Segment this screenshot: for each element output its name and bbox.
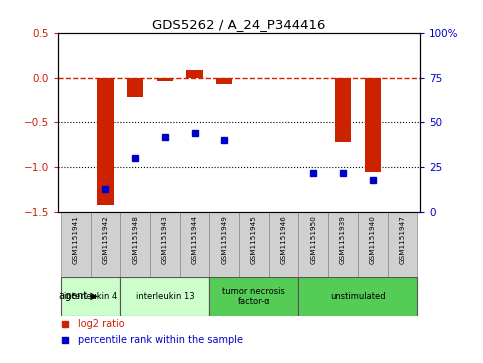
Bar [298, 212, 328, 277]
Bar [239, 212, 269, 277]
Bar [210, 277, 298, 316]
Bar [156, 78, 173, 81]
Text: percentile rank within the sample: percentile rank within the sample [78, 335, 243, 346]
Text: GSM1151942: GSM1151942 [102, 215, 109, 264]
Text: GSM1151943: GSM1151943 [162, 215, 168, 264]
Text: GSM1151945: GSM1151945 [251, 215, 257, 264]
Text: GSM1151947: GSM1151947 [399, 215, 405, 264]
Bar [358, 212, 387, 277]
Bar [186, 70, 203, 78]
Text: GSM1151939: GSM1151939 [340, 215, 346, 264]
Bar [335, 78, 351, 142]
Bar [97, 78, 114, 205]
Text: tumor necrosis
factor-α: tumor necrosis factor-α [223, 287, 285, 306]
Text: interleukin 4: interleukin 4 [64, 292, 117, 301]
Text: GSM1151944: GSM1151944 [192, 215, 198, 264]
Text: unstimulated: unstimulated [330, 292, 385, 301]
Bar [269, 212, 298, 277]
Text: GSM1151948: GSM1151948 [132, 215, 138, 264]
Text: interleukin 13: interleukin 13 [136, 292, 194, 301]
Bar [127, 78, 143, 97]
Bar [365, 78, 381, 172]
Bar [210, 212, 239, 277]
Bar [61, 212, 91, 277]
Bar [91, 212, 120, 277]
Bar [120, 277, 210, 316]
Text: GSM1151949: GSM1151949 [221, 215, 227, 264]
Text: GSM1151946: GSM1151946 [281, 215, 286, 264]
Title: GDS5262 / A_24_P344416: GDS5262 / A_24_P344416 [153, 19, 326, 32]
Text: log2 ratio: log2 ratio [78, 319, 125, 329]
Bar [216, 78, 232, 84]
Bar [180, 212, 210, 277]
Bar [61, 277, 120, 316]
Bar [298, 277, 417, 316]
Text: GSM1151950: GSM1151950 [310, 215, 316, 264]
Bar [120, 212, 150, 277]
Text: agent ▶: agent ▶ [59, 291, 99, 301]
Bar [387, 212, 417, 277]
Bar [328, 212, 358, 277]
Text: GSM1151941: GSM1151941 [73, 215, 79, 264]
Text: GSM1151940: GSM1151940 [369, 215, 376, 264]
Bar [150, 212, 180, 277]
